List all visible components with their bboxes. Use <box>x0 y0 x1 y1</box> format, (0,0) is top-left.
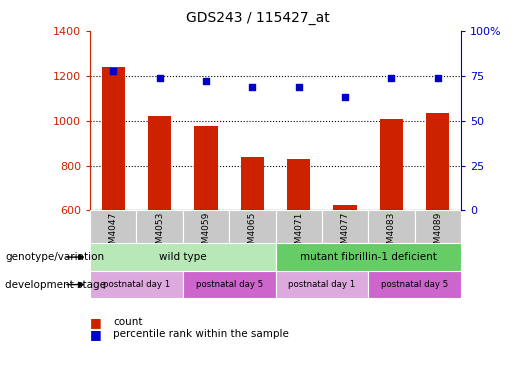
Point <box>156 75 164 81</box>
Point <box>109 68 117 74</box>
Bar <box>380 119 403 210</box>
Bar <box>241 157 264 210</box>
Text: ■: ■ <box>90 328 102 341</box>
Text: GSM4077: GSM4077 <box>340 212 350 255</box>
Text: percentile rank within the sample: percentile rank within the sample <box>113 329 289 339</box>
Bar <box>368 271 461 298</box>
Text: wild type: wild type <box>159 252 207 262</box>
Bar <box>426 113 449 210</box>
Text: development stage: development stage <box>5 280 106 290</box>
Bar <box>136 210 183 243</box>
Text: postnatal day 5: postnatal day 5 <box>381 280 448 289</box>
Text: GSM4059: GSM4059 <box>201 212 211 255</box>
Bar <box>90 210 136 243</box>
Bar <box>183 271 276 298</box>
Bar <box>90 271 183 298</box>
Point <box>248 84 256 90</box>
Text: GSM4065: GSM4065 <box>248 212 257 255</box>
Text: GSM4053: GSM4053 <box>155 212 164 255</box>
Bar <box>322 210 368 243</box>
Text: genotype/variation: genotype/variation <box>5 252 104 262</box>
Bar <box>276 243 461 271</box>
Text: GSM4047: GSM4047 <box>109 212 118 255</box>
Bar <box>415 210 461 243</box>
Point <box>387 75 396 81</box>
Bar <box>90 243 276 271</box>
Point <box>434 75 442 81</box>
Bar <box>194 126 217 210</box>
Bar <box>368 210 415 243</box>
Bar <box>276 210 322 243</box>
Text: count: count <box>113 317 143 327</box>
Text: GSM4089: GSM4089 <box>433 212 442 255</box>
Text: GSM4083: GSM4083 <box>387 212 396 255</box>
Point <box>295 84 303 90</box>
Bar <box>183 210 229 243</box>
Text: ■: ■ <box>90 315 102 329</box>
Bar <box>229 210 276 243</box>
Bar <box>148 116 171 210</box>
Bar <box>276 271 368 298</box>
Text: postnatal day 5: postnatal day 5 <box>196 280 263 289</box>
Bar <box>287 159 310 210</box>
Text: postnatal day 1: postnatal day 1 <box>103 280 170 289</box>
Text: mutant fibrillin-1 deficient: mutant fibrillin-1 deficient <box>300 252 437 262</box>
Text: GDS243 / 115427_at: GDS243 / 115427_at <box>185 11 330 25</box>
Bar <box>101 67 125 210</box>
Point <box>202 78 210 84</box>
Point <box>341 94 349 100</box>
Bar <box>334 205 356 210</box>
Text: GSM4071: GSM4071 <box>294 212 303 255</box>
Text: postnatal day 1: postnatal day 1 <box>288 280 355 289</box>
